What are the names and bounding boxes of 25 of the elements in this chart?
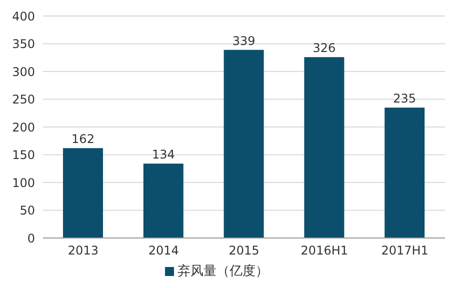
data-label: 339: [232, 34, 256, 48]
x-tick-label: 2013: [68, 244, 98, 258]
legend-label: 弃风量（亿度）: [178, 264, 268, 279]
data-label: 162: [72, 132, 94, 146]
y-tick-label: 0: [27, 231, 35, 246]
bar: [384, 108, 425, 238]
data-label: 134: [152, 148, 175, 162]
y-tick-label: 150: [12, 148, 35, 162]
x-tick-label: 2016H1: [300, 244, 348, 258]
x-tick-label: 2015: [228, 244, 260, 258]
y-tick-label: 350: [12, 37, 35, 52]
data-label: 326: [312, 41, 336, 56]
bar: [224, 50, 264, 238]
y-tick-label: 400: [12, 9, 35, 24]
bar: [143, 164, 184, 238]
bar: [304, 57, 344, 238]
data-label: 235: [393, 92, 416, 106]
y-tick-label: 300: [12, 64, 35, 79]
y-tick-label: 250: [12, 92, 35, 107]
x-tick-label: 2014: [148, 244, 179, 258]
y-tick-label: 50: [20, 204, 35, 218]
x-tick-label: 2017H1: [381, 244, 428, 258]
y-tick-label: 100: [12, 176, 35, 190]
y-tick-label: 200: [12, 120, 35, 134]
bar: [63, 148, 103, 238]
